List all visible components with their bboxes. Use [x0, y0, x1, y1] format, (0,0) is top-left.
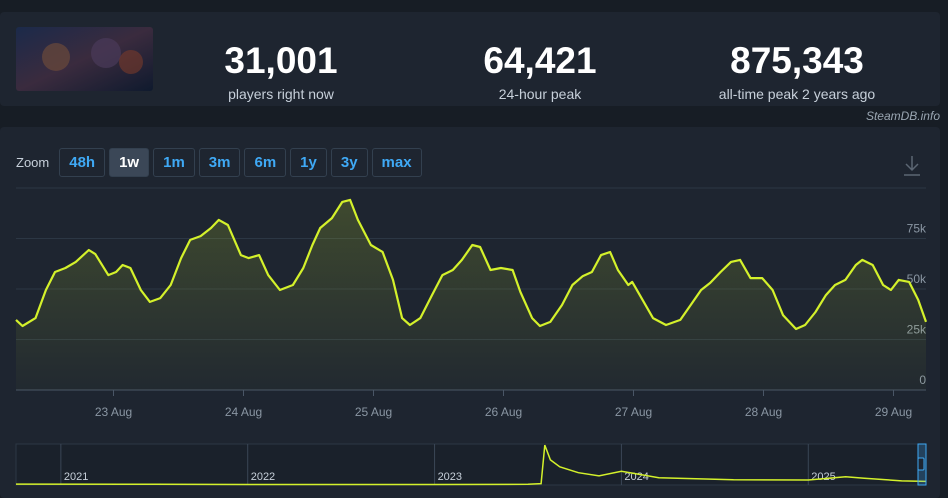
download-icon[interactable]: [904, 156, 920, 176]
navigator-bg: [15, 443, 927, 486]
area: [16, 199, 926, 390]
zoom-button[interactable]: 3m: [198, 148, 241, 177]
range-handle[interactable]: [917, 457, 925, 471]
zoom-button[interactable]: 6m: [244, 148, 287, 177]
x-tick-label: 2023: [438, 471, 462, 483]
stat-value: 875,343: [730, 40, 864, 81]
zoom-label: Zoom: [16, 155, 50, 170]
x-tick-label: 23 Aug: [95, 405, 132, 419]
game-thumbnail: [16, 27, 153, 91]
stat-label: all-time peak 2 years ago: [718, 86, 876, 102]
stats-panel: 31,001 players right now 64,421 24-hour pe…: [0, 12, 940, 106]
x-tick-label: 26 Aug: [485, 405, 522, 419]
x-tick-label: 27 Aug: [615, 405, 652, 419]
x-tick-label: 25 Aug: [355, 405, 392, 419]
y-tick-label: 75k: [907, 222, 927, 236]
x-tick-label: 29 Aug: [875, 405, 912, 419]
stat-value: 31,001: [224, 40, 338, 81]
stat-value: 64,421: [483, 40, 597, 81]
zoom-button[interactable]: max: [371, 148, 422, 177]
zoom-button[interactable]: 3y: [330, 148, 368, 177]
source-link[interactable]: SteamDB.info: [865, 109, 940, 123]
zoom-bar: Zoom 48h 1w 1m 3m 6m 1y 3y max: [16, 148, 422, 177]
stat-label: 24-hour peak: [498, 86, 582, 102]
zoom-button[interactable]: 1m: [153, 148, 195, 177]
stat: 31,001 players right now: [161, 40, 401, 102]
x-tick-label: 2025: [811, 471, 835, 483]
x-tick-label: 2024: [624, 471, 648, 483]
x-tick-label: 24 Aug: [225, 405, 262, 419]
stat: 875,343 all-time peak 2 years ago: [677, 40, 917, 102]
stat: 64,421 24-hour peak: [420, 40, 660, 102]
zoom-button[interactable]: 48h: [59, 148, 106, 177]
x-tick-label: 2021: [64, 471, 88, 483]
y-tick-label: 50k: [907, 272, 927, 286]
line: [15, 444, 927, 486]
x-tick-label: 2022: [251, 471, 275, 483]
zoom-button[interactable]: 1w: [109, 148, 150, 177]
x-tick-label: 28 Aug: [745, 405, 782, 419]
zoom-button[interactable]: 1y: [290, 148, 327, 177]
stat-label: players right now: [228, 86, 334, 102]
line: [15, 198, 928, 331]
